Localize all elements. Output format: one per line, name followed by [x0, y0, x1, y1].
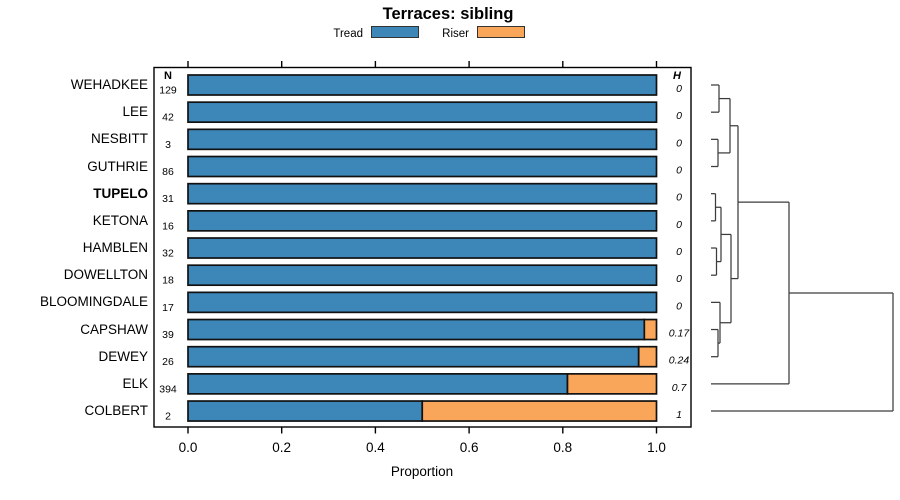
bar-tread-tupelo — [187, 182, 658, 205]
x-tick-label-0.2: 0.2 — [272, 440, 291, 455]
row-label-wehadkee: WEHADKEE — [70, 77, 148, 92]
row-label-lee: LEE — [122, 104, 148, 120]
bar-tread-colbert — [187, 400, 424, 422]
x-tick-label-1.0: 1.0 — [647, 440, 666, 455]
n-value-elk: 394 — [159, 383, 177, 395]
h-value-nesbitt: 0 — [676, 137, 682, 149]
h-value-dewey: 0.24 — [669, 355, 690, 367]
n-value-nesbitt: 3 — [165, 139, 171, 151]
bar-riser-elk — [566, 373, 658, 395]
h-value-ketona: 0 — [676, 219, 682, 231]
row-label-hamblen: HAMBLEN — [82, 240, 148, 256]
bar-tread-dewey — [187, 345, 640, 368]
h-value-elk: 0.7 — [672, 382, 688, 394]
n-value-tupelo: 31 — [162, 193, 174, 205]
legend-label-tread: Tread — [333, 28, 363, 40]
bar-tread-hamblen — [187, 237, 658, 259]
row-label-colbert: COLBERT — [84, 403, 148, 419]
legend-swatch-riser — [477, 26, 525, 38]
bar-tread-elk — [187, 373, 569, 395]
h-value-bloomingdale: 0 — [676, 300, 682, 312]
n-value-guthrie: 86 — [162, 166, 174, 178]
bar-tread-nesbitt — [187, 128, 658, 151]
bar-tread-ketona — [187, 210, 658, 232]
row-label-nesbitt: NESBITT — [90, 131, 148, 147]
row-label-dewey: DEWEY — [98, 348, 148, 364]
legend-swatch-tread — [371, 26, 419, 38]
row-label-ketona: KETONA — [92, 212, 148, 228]
bar-riser-capshaw — [643, 318, 658, 341]
x-tick-label-0.6: 0.6 — [460, 440, 479, 455]
h-value-lee: 0 — [676, 110, 682, 122]
n-value-hamblen: 32 — [162, 248, 174, 260]
h-value-wehadkee: 0 — [676, 83, 682, 95]
plot-box — [153, 66, 692, 428]
x-axis-label: Proportion — [390, 464, 454, 479]
bar-tread-wehadkee — [187, 74, 658, 96]
n-value-colbert: 2 — [165, 411, 171, 423]
x-tick-label-0.8: 0.8 — [553, 440, 572, 455]
bar-tread-dowellton — [187, 264, 658, 287]
bar-riser-dewey — [637, 345, 658, 368]
h-value-tupelo: 0 — [676, 192, 682, 204]
row-label-tupelo: TUPELO — [93, 185, 148, 201]
chart-title: Terraces: sibling — [382, 5, 514, 23]
h-value-guthrie: 0 — [676, 165, 682, 177]
legend-label-riser: Riser — [442, 28, 469, 40]
row-label-bloomingdale: BLOOMINGDALE — [39, 294, 148, 310]
n-value-bloomingdale: 17 — [162, 302, 174, 314]
n-value-ketona: 16 — [162, 220, 174, 232]
n-value-capshaw: 39 — [162, 329, 174, 341]
row-label-elk: ELK — [122, 375, 148, 391]
n-value-dewey: 26 — [162, 356, 174, 368]
bar-tread-bloomingdale — [187, 291, 658, 314]
h-value-hamblen: 0 — [676, 246, 682, 258]
x-tick-label-0.0: 0.0 — [179, 440, 198, 455]
column-header-n: N — [164, 70, 172, 82]
h-value-colbert: 1 — [676, 409, 682, 421]
row-label-guthrie: GUTHRIE — [87, 158, 148, 174]
n-value-lee: 42 — [162, 112, 174, 124]
x-tick-label-0.4: 0.4 — [366, 440, 385, 455]
row-label-dowellton: DOWELLTON — [63, 267, 148, 283]
h-value-capshaw: 0.17 — [669, 328, 691, 340]
bar-tread-lee — [187, 101, 658, 124]
row-label-capshaw: CAPSHAW — [80, 321, 148, 337]
bar-tread-capshaw — [187, 318, 646, 341]
bar-riser-colbert — [421, 400, 658, 422]
h-value-dowellton: 0 — [676, 273, 682, 285]
n-value-dowellton: 18 — [162, 275, 174, 287]
column-header-h: H — [673, 70, 681, 82]
n-value-wehadkee: 129 — [159, 85, 177, 97]
bar-tread-guthrie — [187, 155, 658, 178]
